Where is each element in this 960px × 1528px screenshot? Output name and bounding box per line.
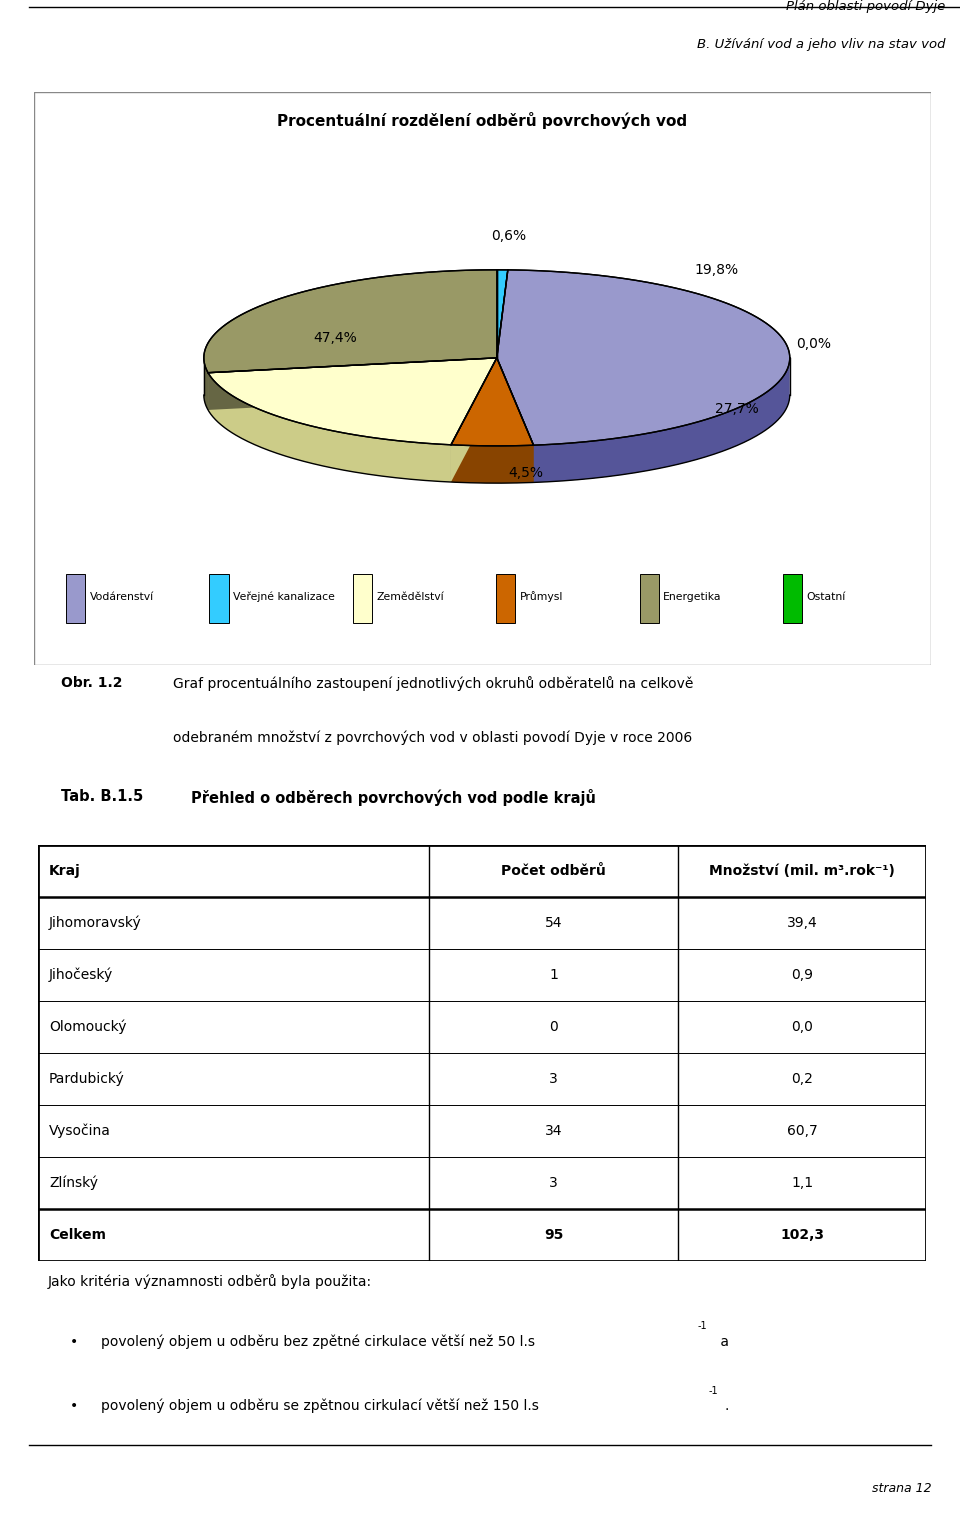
Text: 4,5%: 4,5% bbox=[509, 466, 543, 480]
Bar bbox=[639, 575, 659, 622]
Text: 0,2: 0,2 bbox=[791, 1071, 813, 1086]
Text: 0,0%: 0,0% bbox=[796, 338, 830, 351]
Bar bbox=[496, 575, 516, 622]
Text: 34: 34 bbox=[544, 1123, 563, 1138]
Bar bbox=[65, 575, 85, 622]
Text: Jihočeský: Jihočeský bbox=[49, 967, 113, 983]
Polygon shape bbox=[208, 373, 451, 481]
Text: Obr. 1.2: Obr. 1.2 bbox=[60, 675, 122, 691]
Text: •: • bbox=[69, 1400, 78, 1413]
Polygon shape bbox=[497, 358, 534, 483]
Text: 3: 3 bbox=[549, 1175, 558, 1190]
Text: Veřejné kanalizace: Veřejné kanalizace bbox=[233, 591, 335, 602]
Text: Celkem: Celkem bbox=[49, 1227, 106, 1242]
Polygon shape bbox=[497, 358, 534, 483]
Text: 102,3: 102,3 bbox=[780, 1227, 824, 1242]
Text: Zemědělství: Zemědělství bbox=[376, 591, 444, 602]
Text: Graf procentuálního zastoupení jednotlivých okruhů odběratelů na celkově: Graf procentuálního zastoupení jednotliv… bbox=[173, 675, 693, 691]
Text: povolený objem u odběru se zpětnou cirkulací větší než 150 l.s: povolený objem u odběru se zpětnou cirku… bbox=[101, 1400, 539, 1413]
Text: Přehled o odběrech povrchových vod podle krajů: Přehled o odběrech povrchových vod podle… bbox=[191, 788, 595, 807]
Text: 0,0: 0,0 bbox=[791, 1019, 813, 1034]
Text: B. Užívání vod a jeho vliv na stav vod: B. Užívání vod a jeho vliv na stav vod bbox=[697, 38, 946, 50]
Bar bbox=[783, 575, 803, 622]
Text: povolený objem u odběru bez zpětné cirkulace větší než 50 l.s: povolený objem u odběru bez zpětné cirku… bbox=[101, 1334, 535, 1349]
Polygon shape bbox=[534, 359, 790, 483]
Text: Olomoucký: Olomoucký bbox=[49, 1019, 127, 1034]
Text: 0,6%: 0,6% bbox=[491, 229, 526, 243]
Polygon shape bbox=[497, 270, 508, 358]
Polygon shape bbox=[208, 358, 497, 410]
Polygon shape bbox=[451, 445, 534, 483]
Text: 47,4%: 47,4% bbox=[314, 330, 357, 344]
Polygon shape bbox=[204, 396, 790, 483]
Text: Vysočina: Vysočina bbox=[49, 1123, 111, 1138]
Text: Energetika: Energetika bbox=[663, 591, 722, 602]
Text: Počet odběrů: Počet odběrů bbox=[501, 863, 606, 879]
Text: Průmysl: Průmysl bbox=[520, 591, 564, 602]
Text: Tab. B.1.5: Tab. B.1.5 bbox=[60, 788, 143, 804]
Text: Množství (mil. m³.rok⁻¹): Množství (mil. m³.rok⁻¹) bbox=[709, 863, 895, 879]
Polygon shape bbox=[451, 358, 497, 481]
Text: Jako kritéria významnosti odběrů byla použita:: Jako kritéria významnosti odběrů byla po… bbox=[47, 1273, 372, 1288]
Text: 54: 54 bbox=[544, 915, 563, 931]
Text: Zlínský: Zlínský bbox=[49, 1175, 98, 1190]
Bar bbox=[209, 575, 228, 622]
Text: Ostatní: Ostatní bbox=[806, 591, 846, 602]
Text: Jihomoravský: Jihomoravský bbox=[49, 915, 142, 931]
Text: -1: -1 bbox=[697, 1322, 707, 1331]
Text: 27,7%: 27,7% bbox=[715, 402, 759, 416]
Text: 0,9: 0,9 bbox=[791, 967, 813, 983]
Text: a: a bbox=[716, 1334, 729, 1349]
Text: 95: 95 bbox=[543, 1227, 564, 1242]
Text: odebraném množství z povrchových vod v oblasti povodí Dyje v roce 2006: odebraném množství z povrchových vod v o… bbox=[173, 730, 692, 744]
Polygon shape bbox=[451, 358, 534, 446]
Text: Pardubický: Pardubický bbox=[49, 1071, 125, 1086]
Polygon shape bbox=[204, 358, 208, 410]
Text: Kraj: Kraj bbox=[49, 863, 81, 879]
Text: Vodárenství: Vodárenství bbox=[89, 591, 154, 602]
Text: -1: -1 bbox=[708, 1386, 718, 1395]
Text: Plán oblasti povodí Dyje: Plán oblasti povodí Dyje bbox=[786, 0, 946, 14]
Polygon shape bbox=[204, 270, 497, 373]
Text: 1: 1 bbox=[549, 967, 558, 983]
Text: 39,4: 39,4 bbox=[786, 915, 818, 931]
Text: 1,1: 1,1 bbox=[791, 1175, 813, 1190]
Text: strana 12: strana 12 bbox=[872, 1482, 931, 1494]
Text: •: • bbox=[69, 1334, 78, 1349]
Polygon shape bbox=[497, 270, 790, 445]
Text: 19,8%: 19,8% bbox=[694, 263, 738, 277]
Text: 60,7: 60,7 bbox=[786, 1123, 818, 1138]
Polygon shape bbox=[208, 358, 497, 445]
Polygon shape bbox=[451, 358, 497, 481]
Polygon shape bbox=[208, 358, 497, 410]
Bar bbox=[352, 575, 372, 622]
Text: 3: 3 bbox=[549, 1071, 558, 1086]
Text: .: . bbox=[725, 1400, 730, 1413]
Text: 0: 0 bbox=[549, 1019, 558, 1034]
Text: Procentuální rozdělení odběrů povrchových vod: Procentuální rozdělení odběrů povrchovýc… bbox=[277, 112, 687, 128]
